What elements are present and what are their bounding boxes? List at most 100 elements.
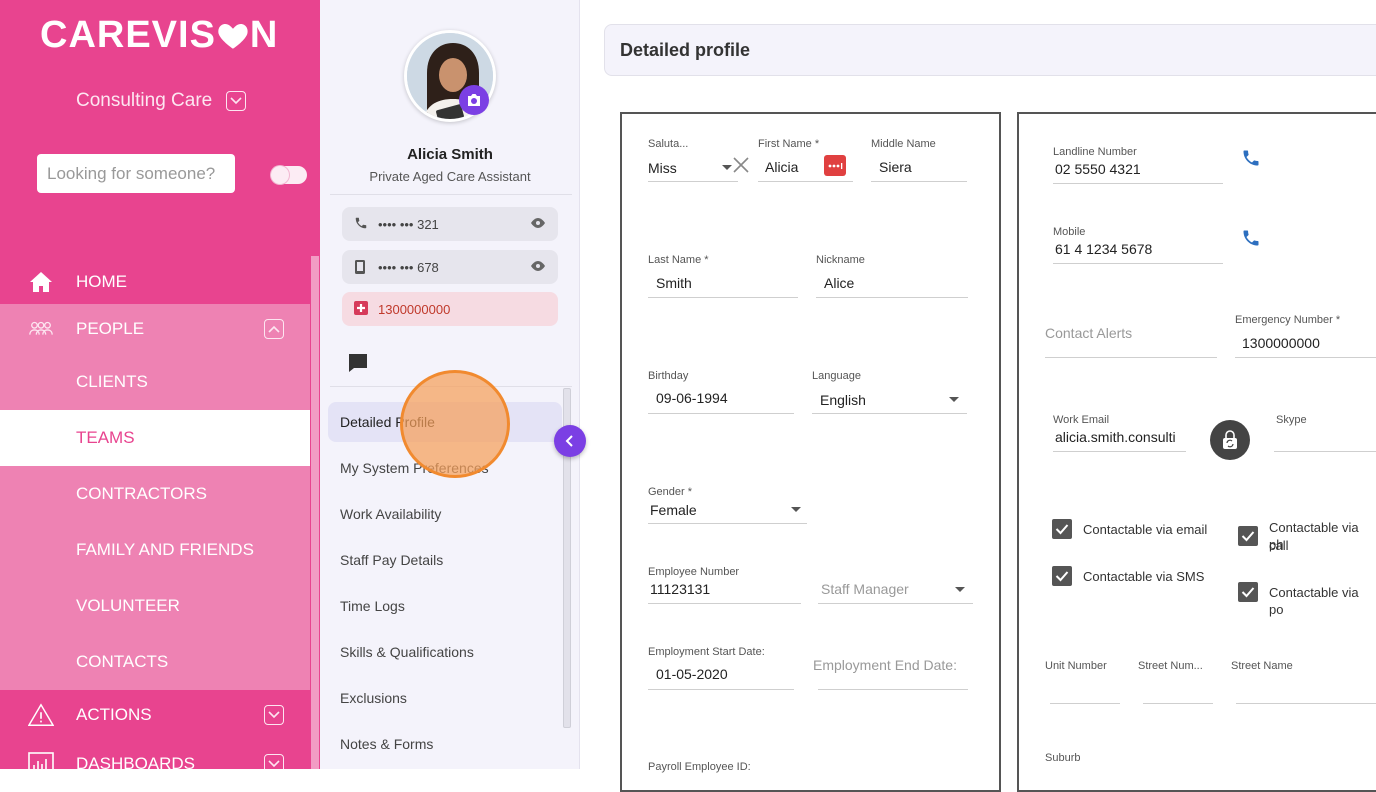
gender-select[interactable]: Female	[650, 502, 697, 518]
nav-label: HOME	[76, 272, 127, 291]
menu-exclusions[interactable]: Exclusions	[340, 690, 407, 706]
field-underline	[648, 523, 807, 524]
divider	[330, 194, 572, 195]
field-underline	[1053, 263, 1223, 264]
nickname-field[interactable]: Alice	[824, 275, 855, 291]
app-logo[interactable]: CAREVIS N	[40, 14, 278, 57]
field-underline	[1143, 703, 1213, 704]
field-underline	[648, 181, 738, 182]
emergency-number-field[interactable]: 1300000000	[1242, 335, 1320, 351]
nav-label: VOLUNTEER	[76, 596, 180, 615]
menu-scrollbar[interactable]	[563, 388, 571, 728]
last-name-field[interactable]: Smith	[656, 275, 692, 291]
birthday-field[interactable]: 09-06-1994	[656, 390, 728, 406]
last-name-label: Last Name *	[648, 254, 709, 266]
nav-contacts[interactable]: CONTACTS	[0, 642, 310, 682]
password-manager-icon[interactable]	[824, 155, 846, 176]
call-landline-icon[interactable]	[1241, 148, 1261, 173]
staff-manager-select[interactable]: Staff Manager	[821, 581, 909, 597]
middle-name-field[interactable]: Siera	[879, 159, 912, 175]
org-selector[interactable]: Consulting Care	[76, 90, 247, 112]
menu-notes-forms[interactable]: Notes & Forms	[340, 736, 434, 752]
dropdown-caret-icon[interactable]	[949, 397, 959, 402]
chevron-down-icon[interactable]	[226, 91, 247, 111]
dropdown-caret-icon[interactable]	[791, 507, 801, 512]
camera-icon[interactable]	[459, 85, 489, 115]
nav-volunteer[interactable]: VOLUNTEER	[0, 586, 310, 626]
middle-name-label: Middle Name	[871, 138, 936, 150]
org-name: Consulting Care	[76, 90, 213, 111]
nav-people[interactable]: PEOPLE	[0, 309, 310, 349]
checkbox-email[interactable]	[1052, 519, 1072, 539]
eye-icon[interactable]	[530, 217, 546, 232]
landline-field[interactable]: 02 5550 4321	[1055, 161, 1141, 177]
people-section-bg	[0, 304, 310, 690]
mobile-field[interactable]: 61 4 1234 5678	[1055, 241, 1153, 257]
call-mobile-icon[interactable]	[1241, 228, 1261, 253]
menu-skills-qualifications[interactable]: Skills & Qualifications	[340, 644, 474, 660]
start-date-field[interactable]: 01-05-2020	[656, 666, 728, 682]
nav-contractors[interactable]: CONTRACTORS	[0, 474, 310, 514]
collapse-panel-button[interactable]	[554, 425, 586, 457]
nav-label: PEOPLE	[76, 319, 145, 338]
medical-cross-icon	[354, 301, 368, 318]
field-underline	[1274, 451, 1376, 452]
clear-icon[interactable]	[732, 156, 750, 179]
start-date-label: Employment Start Date:	[648, 646, 765, 658]
profile-role: Private Aged Care Assistant	[369, 169, 531, 184]
nav-dashboards[interactable]: DASHBOARDS	[0, 744, 310, 769]
first-name-field[interactable]: Alicia	[765, 159, 799, 175]
salutation-select[interactable]: Miss	[648, 160, 677, 176]
view-toggle[interactable]	[271, 166, 307, 184]
lock-icon[interactable]	[1210, 420, 1250, 460]
dropdown-caret-icon[interactable]	[955, 587, 965, 592]
message-icon[interactable]	[347, 352, 369, 379]
salutation-label: Saluta...	[648, 138, 689, 150]
nav-teams[interactable]: TEAMS	[0, 410, 310, 466]
employee-number-field[interactable]: 11123131	[650, 581, 711, 597]
checkbox-sms[interactable]	[1052, 566, 1072, 586]
emergency-chip[interactable]: 1300000000	[342, 292, 558, 326]
eye-icon[interactable]	[530, 260, 546, 275]
menu-staff-pay-details[interactable]: Staff Pay Details	[340, 552, 444, 568]
work-email-field[interactable]: alicia.smith.consulti	[1055, 429, 1176, 445]
checkbox-phone[interactable]	[1238, 526, 1258, 546]
nav-home[interactable]: HOME	[0, 262, 310, 302]
menu-time-logs[interactable]: Time Logs	[340, 598, 405, 614]
nav-clients[interactable]: CLIENTS	[0, 362, 310, 402]
end-date-field[interactable]: Employment End Date:	[813, 657, 957, 673]
chevron-down-icon[interactable]	[264, 754, 284, 769]
checkbox-post[interactable]	[1238, 582, 1258, 602]
mobile-chip[interactable]: •••• ••• 678	[342, 250, 558, 284]
nickname-label: Nickname	[816, 254, 865, 266]
language-select[interactable]: English	[820, 392, 866, 408]
field-underline	[818, 603, 973, 604]
nav-actions[interactable]: ACTIONS	[0, 695, 310, 735]
field-underline	[648, 603, 801, 604]
suburb-label: Suburb	[1045, 752, 1081, 764]
checkbox-phone-label: Contactable via ph	[1269, 520, 1359, 552]
mobile-masked: •••• ••• 678	[378, 259, 439, 275]
nav-family-and-friends[interactable]: FAMILY AND FRIENDS	[0, 530, 310, 570]
contact-alerts-field[interactable]: Contact Alerts	[1045, 325, 1133, 341]
menu-work-availability[interactable]: Work Availability	[340, 506, 442, 522]
phone-icon	[354, 216, 368, 233]
landline-label: Landline Number	[1053, 146, 1137, 158]
field-underline	[1053, 183, 1223, 184]
logo-text-tail: N	[249, 14, 279, 56]
field-underline	[871, 181, 967, 182]
chevron-left-icon	[565, 435, 573, 447]
phone-chip[interactable]: •••• ••• 321	[342, 207, 558, 241]
chevron-up-icon[interactable]	[264, 319, 284, 339]
chevron-down-icon[interactable]	[264, 705, 284, 725]
gender-label: Gender *	[648, 486, 693, 498]
sidebar-scrollbar[interactable]	[311, 256, 319, 769]
field-underline	[1236, 703, 1376, 704]
people-icon	[28, 316, 54, 342]
sidebar: CAREVIS N Consulting Care HOME PEOPLE CL…	[0, 0, 320, 769]
dropdown-caret-icon[interactable]	[722, 165, 732, 170]
field-underline	[816, 297, 968, 298]
logo-text: CAREVIS	[40, 14, 216, 56]
check-icon	[1055, 571, 1069, 582]
search-input[interactable]	[37, 154, 235, 193]
